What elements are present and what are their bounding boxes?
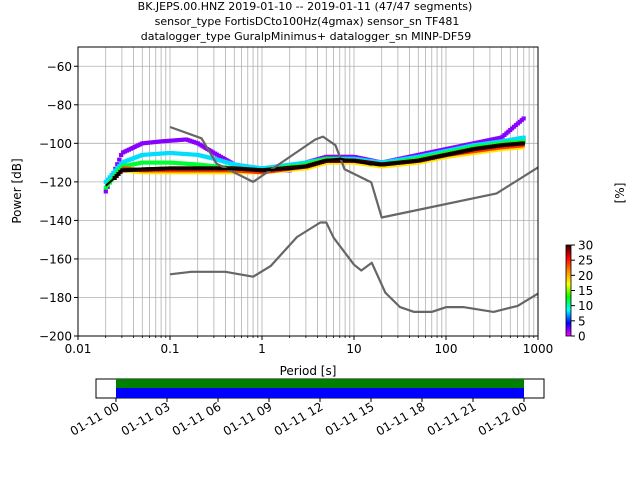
chart-title: BK.JEPS.00.HNZ 2019-01-10 -- 2019-01-11 …	[138, 0, 473, 43]
title-line-1: BK.JEPS.00.HNZ 2019-01-10 -- 2019-01-11 …	[138, 0, 473, 13]
x-tick-label: 100	[435, 342, 458, 356]
heatmap-cell	[521, 116, 526, 121]
low-noise-model-line	[169, 221, 539, 313]
y-tick-label: −120	[39, 175, 72, 189]
x-tick-label: 1000	[523, 342, 554, 356]
x-axis-label: Period [s]	[280, 364, 337, 378]
x-tick-label: 1	[258, 342, 266, 356]
heatmap-cell	[117, 157, 122, 162]
plot-frame	[77, 46, 539, 337]
colorbar-tick-label: 10	[578, 299, 593, 313]
heatmap-cell	[103, 179, 108, 184]
heatmap-cell	[119, 153, 124, 158]
timeline-bar	[116, 388, 524, 398]
y-tick-label: −60	[47, 60, 72, 74]
timeline-tick-label: 01-11 09	[221, 399, 275, 438]
y-tick-label: −80	[47, 98, 72, 112]
heatmap-cell	[103, 189, 108, 194]
title-line-2: sensor_type FortisDCto100Hz(4gmax) senso…	[155, 15, 460, 28]
colorbar-tick-label: 25	[578, 254, 593, 268]
colorbar-label: [%]	[613, 183, 627, 204]
timeline-tick-label: 01-11 21	[425, 399, 479, 438]
timeline-tick-label: 01-11 03	[119, 399, 173, 438]
noise-models	[169, 125, 539, 313]
heatmap-cell	[109, 173, 114, 178]
timeline-tick-label: 01-11 00	[68, 399, 122, 438]
colorbar-tick-label: 15	[578, 284, 593, 298]
x-tick-label: 0.01	[65, 342, 92, 356]
heatmap-cell	[103, 185, 108, 190]
mean-curve-line	[105, 142, 524, 187]
timeline-tick-label: 01-11 06	[170, 399, 224, 438]
y-axis-label: Power [dB]	[10, 158, 24, 223]
y-tick-label: −140	[39, 214, 72, 228]
colorbar-tick-label: 5	[578, 314, 586, 328]
y-axis: −200 −180 −160 −140 −120 −100 −80 −60	[39, 60, 78, 344]
y-tick-label: −160	[39, 252, 72, 266]
mean-curve-group	[105, 142, 524, 187]
heatmap-cell	[107, 175, 112, 180]
timeline-bars	[116, 379, 524, 398]
timeline-tick-label: 01-12 00	[476, 399, 530, 438]
heatmap-cell	[113, 168, 118, 173]
colorbar-gradient	[565, 244, 572, 337]
y-tick-label: −100	[39, 137, 72, 151]
x-tick-label: 0.1	[160, 342, 179, 356]
heatmap-cell	[521, 135, 526, 140]
colorbar-tick-label: 20	[578, 269, 593, 283]
timeline-tick-label: 01-11 18	[374, 399, 428, 438]
colorbar-tick-label: 30	[578, 239, 593, 253]
timeline-tick-label: 01-11 12	[272, 399, 326, 438]
grid	[77, 47, 538, 337]
colorbar-tick-label: 0	[578, 330, 586, 344]
y-tick-label: −180	[39, 291, 72, 305]
title-line-3: datalogger_type GuralpMinimus+ datalogge…	[141, 30, 472, 43]
y-tick-label: −200	[39, 330, 72, 344]
heatmap-cell	[111, 170, 116, 175]
x-tick-label: 10	[346, 342, 361, 356]
psd-plot: 0.01 0.1 1 10 100 1000 −200 −180 −160 −140 −120 −1…	[10, 46, 554, 378]
timeline-bar	[116, 379, 524, 388]
x-axis: 0.01 0.1 1 10 100 1000	[65, 336, 554, 356]
heatmap-cell	[105, 177, 110, 182]
high-noise-model-line	[169, 125, 539, 219]
timeline-tick-label: 01-11 15	[323, 399, 377, 438]
